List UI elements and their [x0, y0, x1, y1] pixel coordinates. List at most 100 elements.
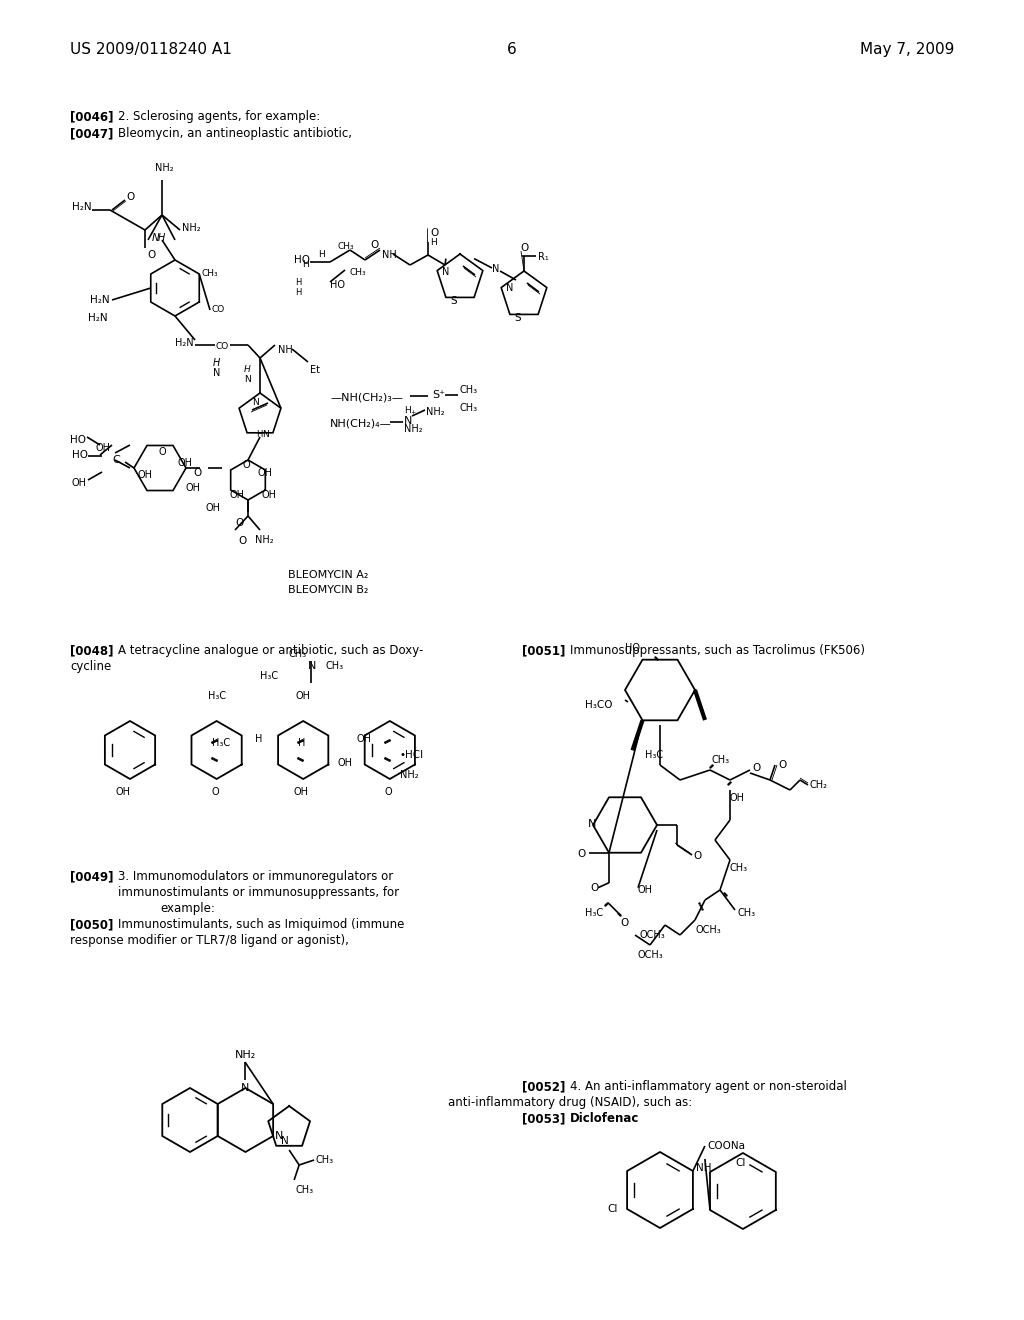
Text: ⁺: ⁺ — [410, 411, 416, 420]
Text: H₂N: H₂N — [88, 313, 108, 323]
Text: •HCl: •HCl — [399, 750, 424, 760]
Text: Immunostimulants, such as Imiquimod (immune: Immunostimulants, such as Imiquimod (imm… — [118, 917, 404, 931]
Text: H: H — [298, 738, 305, 748]
Text: S: S — [514, 313, 520, 323]
Text: immunostimulants or immunosuppressants, for: immunostimulants or immunosuppressants, … — [118, 886, 399, 899]
Text: N: N — [506, 282, 513, 293]
Text: [0047]: [0047] — [70, 127, 114, 140]
Text: H₂N: H₂N — [175, 338, 194, 348]
Text: O: O — [158, 447, 166, 457]
Text: H: H — [255, 734, 262, 744]
Text: OCH₃: OCH₃ — [640, 931, 666, 940]
Text: N: N — [262, 430, 268, 440]
Text: OH: OH — [178, 458, 193, 469]
Text: HO: HO — [70, 436, 86, 445]
Text: NH₂: NH₂ — [234, 1049, 256, 1060]
Text: CO: CO — [216, 342, 229, 351]
Text: [0050]: [0050] — [70, 917, 114, 931]
Text: O: O — [234, 517, 244, 528]
Text: O: O — [778, 760, 786, 770]
Text: NH: NH — [278, 345, 293, 355]
Text: OH: OH — [730, 793, 745, 803]
Text: N: N — [442, 267, 450, 277]
Text: HO: HO — [72, 450, 88, 459]
Text: US 2009/0118240 A1: US 2009/0118240 A1 — [70, 42, 231, 57]
Text: N: N — [282, 1137, 289, 1146]
Text: O: O — [430, 228, 438, 238]
Text: N: N — [492, 264, 500, 275]
Text: 2. Sclerosing agents, for example:: 2. Sclerosing agents, for example: — [118, 110, 321, 123]
Text: OH: OH — [356, 734, 372, 744]
Text: CH₃: CH₃ — [288, 649, 306, 659]
Text: H₂N: H₂N — [90, 294, 110, 305]
Text: H: H — [404, 407, 411, 414]
Text: Immunosuppressants, such as Tacrolimus (FK506): Immunosuppressants, such as Tacrolimus (… — [570, 644, 865, 657]
Text: NH: NH — [696, 1163, 712, 1173]
Text: H₃C: H₃C — [645, 750, 664, 760]
Text: R₁: R₁ — [538, 252, 549, 261]
Text: H: H — [256, 430, 262, 440]
Text: O: O — [520, 243, 528, 253]
Text: example:: example: — [160, 902, 215, 915]
Text: H: H — [244, 366, 251, 374]
Text: N: N — [308, 661, 316, 671]
Text: OH: OH — [296, 690, 310, 701]
Text: O: O — [370, 240, 378, 249]
Text: H₃C: H₃C — [260, 671, 279, 681]
Text: COONa: COONa — [707, 1140, 744, 1151]
Text: N: N — [275, 1131, 284, 1140]
Text: H: H — [213, 358, 220, 368]
Text: [0049]: [0049] — [70, 870, 114, 883]
Text: Cl: Cl — [735, 1158, 745, 1168]
Text: [0052]: [0052] — [522, 1080, 565, 1093]
Text: O: O — [147, 249, 156, 260]
Text: Cl: Cl — [607, 1204, 617, 1214]
Text: O: O — [238, 536, 246, 546]
Text: O: O — [577, 849, 586, 859]
Text: H₃C: H₃C — [212, 738, 229, 748]
Text: OH: OH — [338, 758, 353, 768]
Text: H₃C: H₃C — [585, 908, 603, 917]
Text: NH₂: NH₂ — [182, 223, 201, 234]
Text: H: H — [295, 288, 301, 297]
Text: Et: Et — [310, 366, 319, 375]
Text: CH₃: CH₃ — [326, 661, 343, 671]
Text: CH₃: CH₃ — [459, 403, 477, 413]
Text: HO: HO — [330, 280, 345, 290]
Text: CH₃: CH₃ — [350, 268, 367, 277]
Text: O: O — [212, 787, 219, 797]
Text: N: N — [252, 399, 259, 407]
Text: BLEOMYCIN B₂: BLEOMYCIN B₂ — [288, 585, 369, 595]
Text: CH₃: CH₃ — [202, 269, 218, 279]
Text: OH: OH — [262, 490, 278, 500]
Text: [0046]: [0046] — [70, 110, 114, 123]
Text: CO: CO — [212, 305, 225, 314]
Text: Bleomycin, an antineoplastic antibiotic,: Bleomycin, an antineoplastic antibiotic, — [118, 127, 352, 140]
Text: CH₃: CH₃ — [315, 1155, 333, 1166]
Text: response modifier or TLR7/8 ligand or agonist),: response modifier or TLR7/8 ligand or ag… — [70, 935, 349, 946]
Text: NH₂: NH₂ — [404, 424, 423, 434]
Text: OH: OH — [137, 470, 152, 480]
Text: N: N — [244, 375, 251, 384]
Text: CH₃: CH₃ — [459, 385, 477, 395]
Text: NH₂: NH₂ — [426, 407, 444, 417]
Text: 4. An anti-inflammatory agent or non-steroidal: 4. An anti-inflammatory agent or non-ste… — [570, 1080, 847, 1093]
Text: OH: OH — [72, 478, 87, 488]
Text: CH₃: CH₃ — [295, 1185, 313, 1195]
Text: OH: OH — [230, 490, 245, 500]
Text: —NH(CH₂)₃—: —NH(CH₂)₃— — [330, 392, 403, 403]
Text: NH₂: NH₂ — [255, 535, 273, 545]
Text: O: O — [620, 917, 629, 928]
Text: OH: OH — [638, 884, 653, 895]
Text: O: O — [752, 763, 760, 774]
Text: OCH₃: OCH₃ — [695, 925, 721, 935]
Text: O: O — [590, 883, 598, 892]
Text: CH₃: CH₃ — [737, 908, 755, 917]
Text: 6: 6 — [507, 42, 517, 57]
Text: CH₂: CH₂ — [810, 780, 828, 789]
Text: CH₃: CH₃ — [712, 755, 730, 766]
Text: NH(CH₂)₄—: NH(CH₂)₄— — [330, 418, 392, 428]
Text: H₃CO: H₃CO — [585, 700, 612, 710]
Text: OH: OH — [293, 787, 308, 797]
Text: NH₂: NH₂ — [399, 770, 419, 780]
